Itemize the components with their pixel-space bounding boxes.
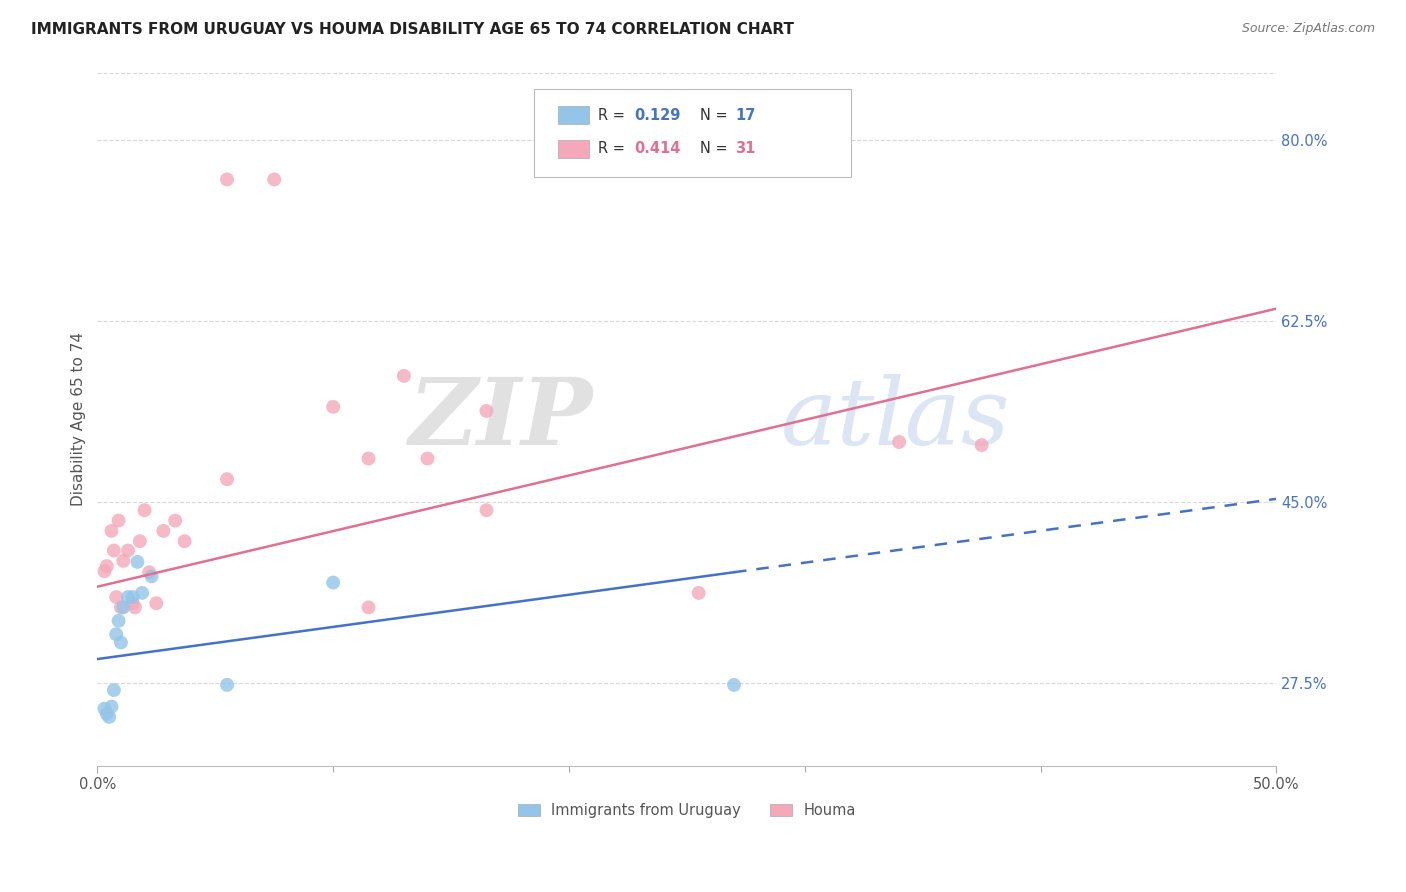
Point [215,472,238,486]
Point [121,596,143,610]
Point [357,451,380,466]
Point [124,600,146,615]
Point [131,586,153,600]
Text: 31: 31 [735,142,755,156]
Text: IMMIGRANTS FROM URUGUAY VS HOUMA DISABILITY AGE 65 TO 74 CORRELATION CHART: IMMIGRANTS FROM URUGUAY VS HOUMA DISABIL… [31,22,794,37]
Point [112,554,135,568]
Point [723,678,745,692]
Point [141,569,163,583]
Point [322,575,344,590]
Point [475,503,498,517]
Text: ZIP: ZIP [408,375,592,464]
Point [127,555,149,569]
Point [215,678,238,692]
Point [112,600,135,615]
Point [93,701,115,715]
Point [322,400,344,414]
Point [107,614,129,628]
Text: 0.129: 0.129 [634,108,681,122]
Text: R =: R = [598,142,628,156]
Point [145,596,167,610]
Point [215,172,238,186]
Point [103,543,125,558]
Y-axis label: Disability Age 65 to 74: Disability Age 65 to 74 [72,332,86,507]
Point [688,586,710,600]
Point [357,600,380,615]
Point [121,590,143,604]
Point [134,503,156,517]
Point [117,543,139,558]
Point [416,451,439,466]
Point [105,627,128,641]
Text: Source: ZipAtlas.com: Source: ZipAtlas.com [1241,22,1375,36]
Point [887,435,910,450]
Point [105,590,128,604]
Text: R =: R = [598,108,628,122]
Point [93,564,115,578]
Point [96,559,118,574]
Text: N =: N = [700,142,733,156]
Point [96,706,118,721]
Text: N =: N = [700,108,733,122]
Point [165,514,187,528]
Point [475,404,498,418]
Point [138,566,160,580]
Point [263,172,285,186]
Point [173,534,195,549]
Text: 0.414: 0.414 [634,142,681,156]
Point [128,534,150,549]
Legend: Immigrants from Uruguay, Houma: Immigrants from Uruguay, Houma [512,797,862,824]
Point [107,514,129,528]
Point [392,368,415,383]
Text: atlas: atlas [782,375,1011,464]
Point [110,635,132,649]
Text: 17: 17 [735,108,755,122]
Point [152,524,174,538]
Point [117,590,139,604]
Point [98,710,121,724]
Point [970,438,993,452]
Point [110,600,132,615]
Point [103,683,125,698]
Point [100,524,122,538]
Point [100,699,122,714]
